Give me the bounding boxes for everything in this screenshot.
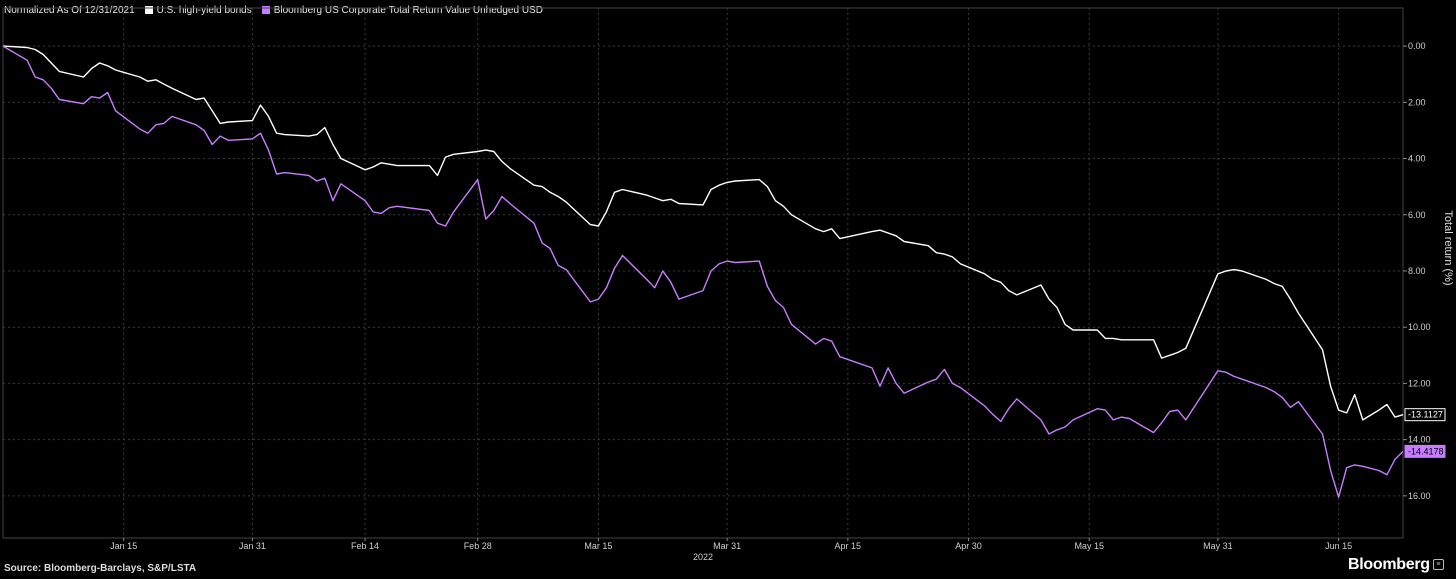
x-axis-year-label: 2022 (693, 552, 713, 562)
legend-label: U.S. high-yield bonds (156, 4, 252, 16)
y-axis-title: Total return (%) (1442, 210, 1454, 285)
x-tick-label: May 31 (1203, 541, 1233, 551)
brand-text: Bloomberg (1348, 556, 1430, 573)
x-tick-label: Apr 30 (955, 541, 982, 551)
y-tick-label: 6.00 (1408, 210, 1426, 220)
legend-label: Bloomberg US Corporate Total Return Valu… (273, 4, 543, 16)
bloomberg-logo: Bloomberg ≡ (1348, 556, 1444, 574)
x-axis: Jan 15 Jan 31 Feb 14 Feb 28 Mar 15 Mar 31 Apr … (110, 538, 1352, 551)
end-value-box (1404, 408, 1446, 422)
y-tick-label: 10.00 (1408, 322, 1431, 332)
x-tick-label: Jan 31 (239, 541, 266, 551)
series-lines (2, 45, 1404, 498)
legend-item-corporate[interactable]: Bloomberg US Corporate Total Return Valu… (261, 4, 543, 16)
x-tick-label: Apr 15 (835, 541, 862, 551)
x-tick-label: Feb 28 (464, 541, 492, 551)
x-tick-label: Mar 31 (713, 541, 741, 551)
legend-normalization-note: Normalized As Of 12/31/2021 (4, 4, 135, 16)
y-tick-label: 0.00 (1408, 41, 1426, 51)
end-value-label: -13.1127 (1408, 410, 1443, 420)
series-line-corporate (2, 45, 1404, 498)
bloomberg-menu-icon: ≡ (1432, 559, 1444, 571)
source-note: Source: Bloomberg-Barclays, S&P/LSTA (4, 563, 197, 574)
series-line-high-yield (2, 45, 1404, 421)
y-tick-label: 4.00 (1408, 154, 1426, 164)
end-value-box (1404, 444, 1446, 458)
y-tick-label: 14.00 (1408, 435, 1431, 445)
legend: Normalized As Of 12/31/2021 U.S. high-yi… (4, 3, 543, 17)
x-tick-label: Mar 15 (584, 541, 612, 551)
legend-item-high-yield[interactable]: U.S. high-yield bonds (144, 4, 252, 16)
x-tick-label: May 15 (1074, 541, 1104, 551)
x-tick-label: Feb 14 (351, 541, 379, 551)
y-tick-label: 12.00 (1408, 378, 1431, 388)
legend-swatch-white (144, 6, 153, 14)
y-axis: 0.00 2.00 4.00 6.00 8.00 10.00 12.00 14.00 16.00 (1403, 41, 1431, 501)
grid-lines (2, 7, 1404, 539)
y-tick-label: 8.00 (1408, 266, 1426, 276)
end-value-labels: -13.1127 -14.4178 (1404, 408, 1446, 458)
y-tick-label: 16.00 (1408, 491, 1431, 501)
end-value-label: -14.4178 (1408, 446, 1444, 456)
x-tick-label: Jun 15 (1325, 541, 1352, 551)
plot-frame (2, 7, 1404, 539)
y-tick-label: 2.00 (1408, 97, 1426, 107)
x-tick-label: Jan 15 (110, 541, 137, 551)
legend-swatch-purple (261, 6, 270, 14)
